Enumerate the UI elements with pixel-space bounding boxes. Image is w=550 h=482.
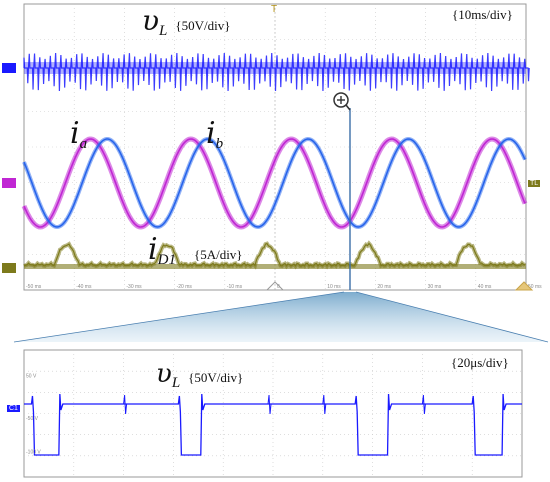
series-ib xyxy=(23,138,526,228)
x-tick-label: 50 ms xyxy=(528,284,542,290)
time-div-top: {10ms/div} xyxy=(452,7,513,22)
x-tick-label: 40 ms xyxy=(478,284,492,290)
id1-label: iD1 {5A/div} xyxy=(148,232,243,268)
series-vl-top xyxy=(23,52,530,92)
x-tick-label: 20 ms xyxy=(377,284,391,290)
zoom-chart: 50 V -50 V -100 V xyxy=(23,349,523,478)
channel-marker xyxy=(2,263,16,273)
x-tick-label: -20 ms xyxy=(177,284,193,290)
tl-tag: TL xyxy=(528,180,541,187)
vl-label-bottom: υL {50V/div} xyxy=(156,359,244,391)
zoom-edge-right xyxy=(355,291,549,343)
y-tick-label: 50 V xyxy=(26,374,37,380)
x-tick-label: -40 ms xyxy=(76,284,92,290)
zoom-projection xyxy=(14,292,548,342)
time-div-bottom: {20μs/div} xyxy=(451,355,509,370)
channel-marker xyxy=(2,63,16,73)
switching-spike xyxy=(322,394,327,415)
x-tick-label: -10 ms xyxy=(227,284,243,290)
switching-spike xyxy=(123,394,128,415)
x-tick-label: -50 ms xyxy=(26,284,42,290)
vl-label-top: υL {50V/div} xyxy=(142,4,231,39)
ib-label: ib xyxy=(206,116,224,152)
ia-label: ia xyxy=(70,116,88,152)
channel-marker xyxy=(2,178,16,188)
overview-chart: -50 ms -40 ms -30 ms -20 ms -10 ms 0 10 ms 20 m… xyxy=(2,3,542,291)
y-tick-label: -100 V xyxy=(26,450,41,456)
x-tick-label: 10 ms xyxy=(327,284,341,290)
scope-zoom-panel: 50 V -50 V -100 V υL {50V/div} {20μs/div} … xyxy=(0,345,550,482)
x-tick-label: 30 ms xyxy=(428,284,442,290)
y-tick-label: -50 V xyxy=(26,416,39,422)
time-zero-marker xyxy=(265,281,285,291)
switching-spike xyxy=(421,394,426,415)
series-vl-band xyxy=(24,62,526,74)
zoom-in-icon-handle xyxy=(345,104,351,111)
trigger-marker: T xyxy=(271,4,277,15)
end-marker xyxy=(514,281,534,291)
switching-spike xyxy=(267,394,272,415)
x-tick-label: 0 xyxy=(277,284,280,290)
series-id1-band xyxy=(24,264,526,269)
x-tick-label: -30 ms xyxy=(126,284,142,290)
zoom-edge-left xyxy=(13,291,345,343)
ch1-tag-bottom: C1 xyxy=(7,405,20,412)
scope-overview-panel: -50 ms -40 ms -30 ms -20 ms -10 ms 0 10 ms 20 m… xyxy=(2,3,543,291)
series-ia xyxy=(23,138,526,228)
plot-frame xyxy=(23,3,527,291)
series-vl-zoom xyxy=(24,393,522,456)
zoom-connector xyxy=(13,291,549,343)
